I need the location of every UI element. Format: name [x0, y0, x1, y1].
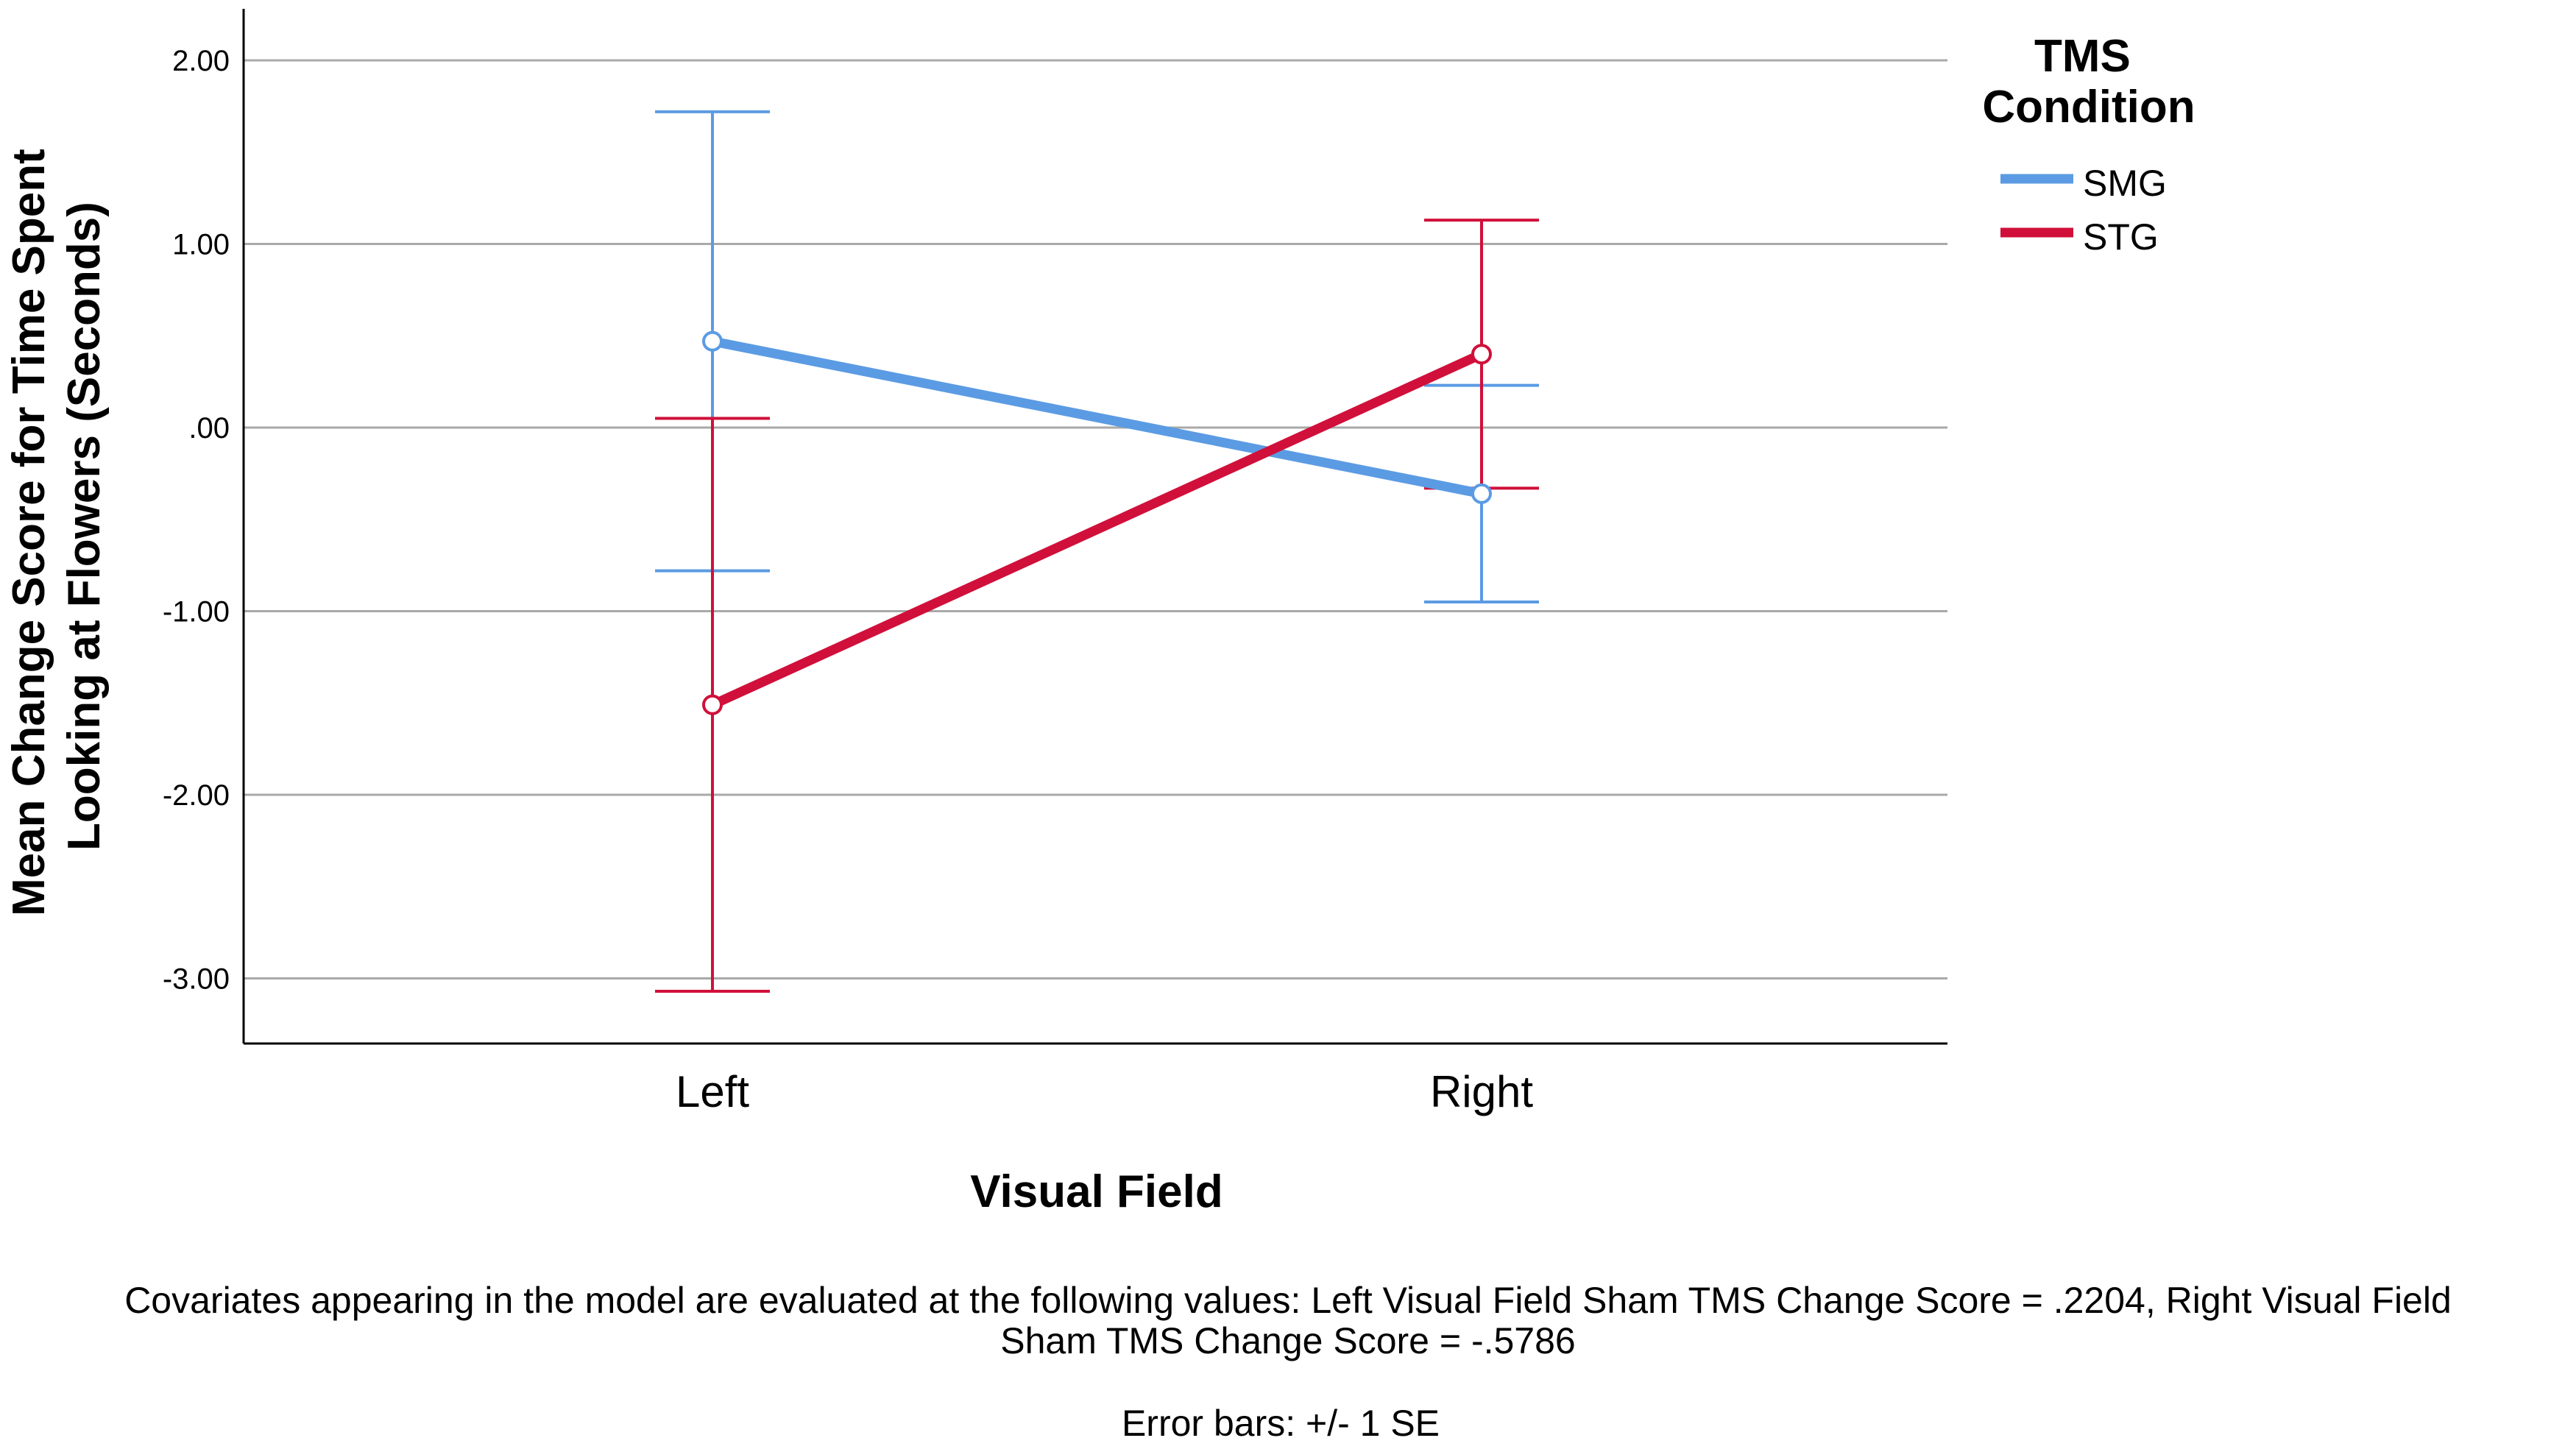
- y-axis-title-line-1: Mean Change Score for Time Spent: [4, 149, 54, 916]
- y-tick-label-4: -2.00: [163, 779, 230, 812]
- y-tick-label-1: 1.00: [172, 229, 230, 261]
- legend-label-smg: SMG: [2083, 163, 2167, 204]
- x-axis-title: Visual Field: [970, 1166, 1222, 1217]
- x-category-labels: Left Right: [676, 1067, 1533, 1116]
- legend-title: TMS Condition: [1982, 31, 2195, 132]
- axes: [242, 9, 1947, 1045]
- footnote-error-bars: Error bars: +/- 1 SE: [1122, 1403, 1440, 1444]
- footnote-covariates-line-2: Sham TMS Change Score = -.5786: [1000, 1320, 1575, 1361]
- y-tick-labels: 2.00 1.00 .00 -1.00 -2.00 -3.00: [163, 45, 230, 996]
- marker-stg-right: [1471, 344, 1492, 365]
- x-category-label-left: Left: [676, 1067, 749, 1116]
- y-axis-title: Mean Change Score for Time Spent Looking…: [4, 136, 110, 916]
- y-tick-label-3: -1.00: [163, 596, 230, 628]
- x-category-label-right: Right: [1430, 1067, 1533, 1116]
- legend-title-line-2: Condition: [1982, 82, 2195, 132]
- legend-label-stg: STG: [2083, 216, 2159, 258]
- marker-smg-right: [1471, 483, 1492, 504]
- legend: TMS Condition SMG STG: [1982, 31, 2195, 258]
- marker-smg-left: [702, 330, 723, 352]
- series-line-smg: [711, 336, 1483, 499]
- y-tick-label-0: 2.00: [172, 45, 230, 77]
- y-tick-label-5: -3.00: [163, 963, 230, 996]
- legend-title-line-1: TMS: [2034, 31, 2131, 82]
- series-markers: [702, 330, 1492, 715]
- series-lines: [710, 336, 1484, 709]
- y-axis-title-line-2: Looking at Flowers (Seconds): [59, 202, 110, 851]
- series-line-stg: [710, 350, 1484, 709]
- y-tick-label-2: .00: [188, 412, 230, 444]
- gridlines: [244, 59, 1947, 979]
- footnote-covariates-line-1: Covariates appearing in the model are ev…: [124, 1280, 2452, 1321]
- marker-stg-left: [702, 694, 723, 715]
